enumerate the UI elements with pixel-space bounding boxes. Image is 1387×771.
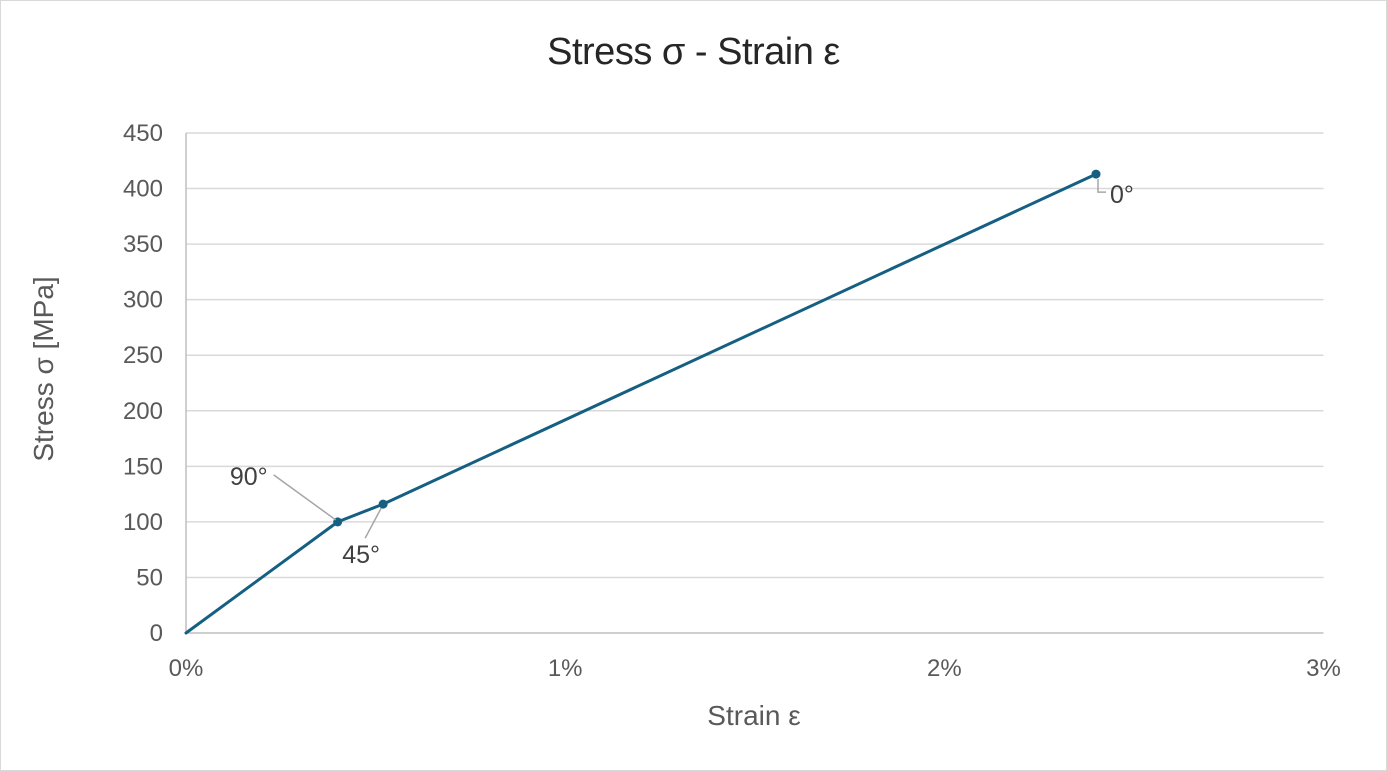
series-lines [184,172,1098,635]
y-tick-label-0: 0 [150,620,163,647]
annotation-leader-line-45° [364,507,382,539]
y-tick-label-250: 250 [123,342,163,369]
y-tick-label-150: 150 [123,453,163,480]
y-axis-title: Stress σ [MPa] [28,276,59,461]
series-line-stress-strain-curve [184,172,1098,635]
y-tick-label-450: 450 [123,120,163,147]
x-tick-label-1%: 1% [548,655,583,682]
data-point-annotations: 90° 45° 0° [230,179,1134,569]
y-tick-label-100: 100 [123,509,163,536]
annotation-leader-line-0° [1097,179,1106,193]
data-point-marker-1 [378,499,388,509]
y-tick-label-400: 400 [123,176,163,203]
x-tick-label-2%: 2% [927,655,962,682]
x-tick-label-3%: 3% [1306,655,1341,682]
y-tick-label-350: 350 [123,231,163,258]
axis-lines [185,133,1324,634]
y-tick-label-50: 50 [136,564,163,591]
annotation-label-0°: 0° [1110,181,1134,209]
x-axis-tick-labels: 0% 1% 2% 3% [169,655,1341,682]
annotation-label-90°: 90° [230,463,268,491]
gridlines [186,132,1324,579]
y-tick-label-200: 200 [123,398,163,425]
annotation-leader-line-90° [273,474,337,521]
x-axis-title: Strain ε [707,700,800,731]
y-tick-label-300: 300 [123,287,163,314]
x-tick-label-0%: 0% [169,655,204,682]
annotation-label-45°: 45° [342,541,380,569]
y-axis-tick-labels: 0 50 100 150 200 250 300 350 400 450 [123,120,163,647]
chart-title: Stress σ - Strain ε [547,31,840,73]
data-point-marker-2 [1091,169,1101,179]
